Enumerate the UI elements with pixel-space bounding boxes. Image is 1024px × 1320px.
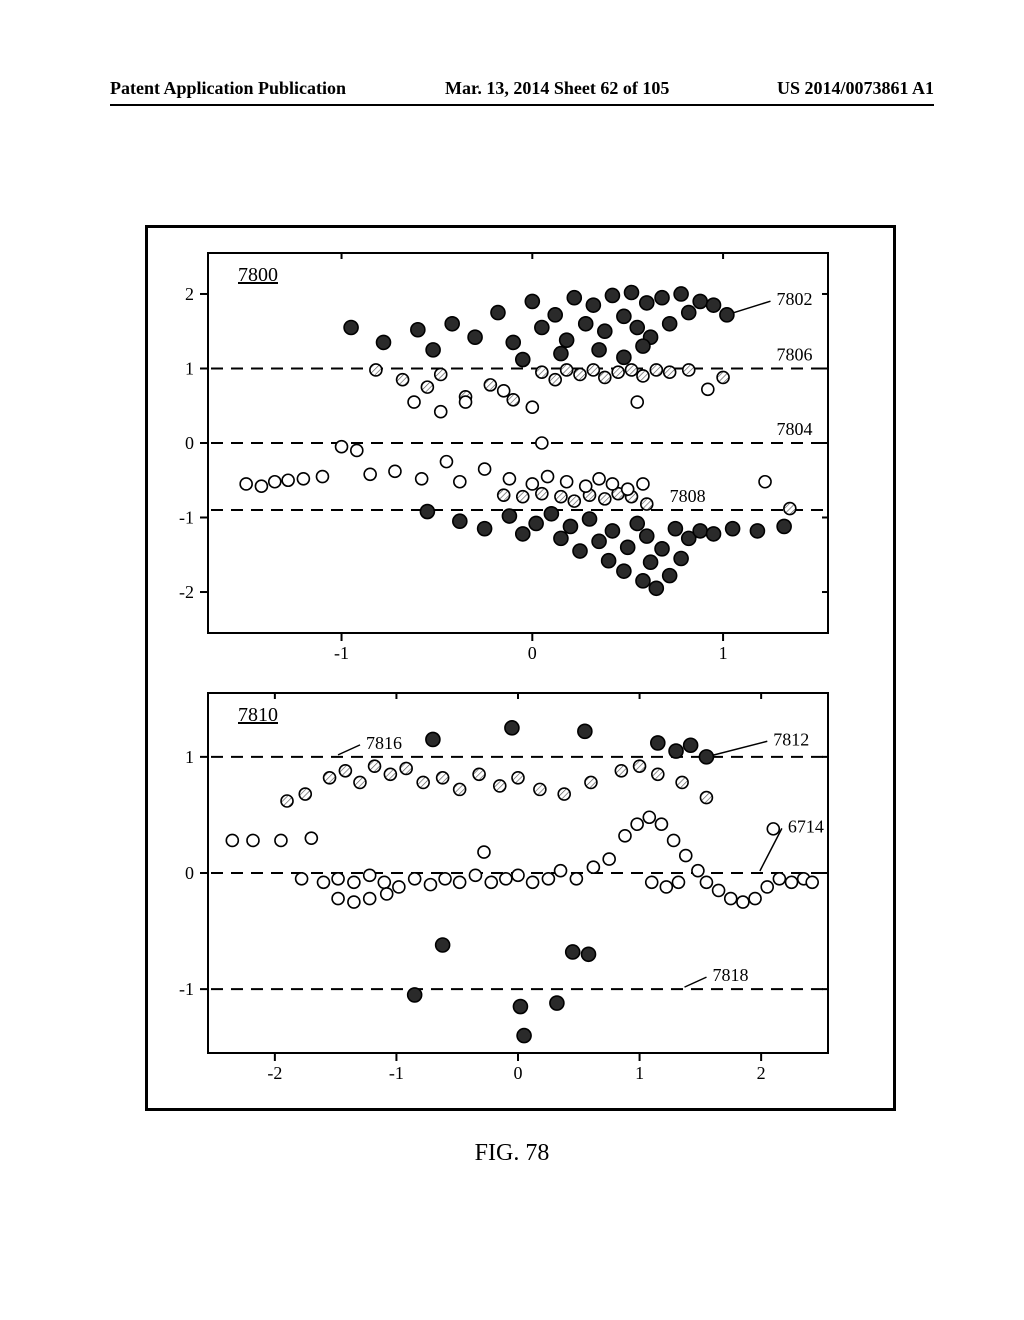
svg-text:0: 0	[528, 643, 537, 663]
page: Patent Application Publication Mar. 13, …	[0, 0, 1024, 1320]
svg-text:1: 1	[635, 1063, 644, 1083]
svg-text:7816: 7816	[366, 733, 402, 753]
svg-text:7808: 7808	[670, 486, 706, 506]
svg-text:0: 0	[514, 1063, 523, 1083]
header-rule	[110, 104, 934, 106]
figure-caption: FIG. 78	[0, 1140, 1024, 1167]
header-center: Mar. 13, 2014 Sheet 62 of 105	[445, 78, 669, 99]
svg-text:7802: 7802	[776, 289, 812, 309]
svg-text:-2: -2	[179, 582, 194, 602]
svg-text:-1: -1	[334, 643, 349, 663]
svg-text:7818: 7818	[713, 965, 749, 985]
svg-text:0: 0	[185, 433, 194, 453]
svg-text:2: 2	[185, 284, 194, 304]
svg-text:-1: -1	[179, 508, 194, 528]
svg-text:7810: 7810	[238, 704, 278, 726]
svg-text:7800: 7800	[238, 264, 278, 286]
figure-svg: -1 0 1 -2 -1 0 1 2 7806 7804 7808 7800 7802 -2 -1 0 1 2 -1…	[148, 228, 893, 1108]
header-left: Patent Application Publication	[110, 78, 346, 99]
svg-text:2: 2	[757, 1063, 766, 1083]
header-right: US 2014/0073861 A1	[777, 78, 934, 99]
svg-text:7812: 7812	[773, 729, 809, 749]
svg-text:1: 1	[185, 747, 194, 767]
svg-text:-1: -1	[389, 1063, 404, 1083]
svg-text:7804: 7804	[776, 419, 812, 439]
svg-text:-2: -2	[267, 1063, 282, 1083]
svg-text:1: 1	[719, 643, 728, 663]
svg-text:6714: 6714	[788, 816, 824, 836]
svg-text:1: 1	[185, 358, 194, 378]
svg-text:-1: -1	[179, 979, 194, 999]
svg-text:7806: 7806	[776, 344, 812, 364]
svg-text:0: 0	[185, 863, 194, 883]
figure-frame: -1 0 1 -2 -1 0 1 2 7806 7804 7808 7800 7802 -2 -1 0 1 2 -1…	[145, 225, 896, 1111]
